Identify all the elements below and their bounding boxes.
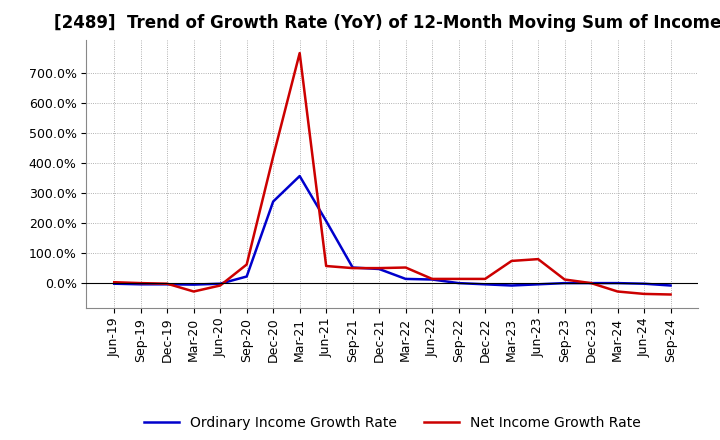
- Ordinary Income Growth Rate: [110, 281, 119, 286]
- Ordinary Income Growth Rate: [428, 277, 436, 282]
- Ordinary Income Growth Rate: [269, 199, 277, 204]
- Net Income Growth Rate: [587, 280, 595, 286]
- Ordinary Income Growth Rate: [587, 280, 595, 286]
- Net Income Growth Rate: [481, 276, 490, 282]
- Ordinary Income Growth Rate: [666, 283, 675, 288]
- Net Income Growth Rate: [322, 264, 330, 269]
- Ordinary Income Growth Rate: [481, 282, 490, 287]
- Net Income Growth Rate: [428, 276, 436, 282]
- Net Income Growth Rate: [216, 283, 225, 288]
- Ordinary Income Growth Rate: [216, 281, 225, 286]
- Ordinary Income Growth Rate: [560, 280, 569, 286]
- Ordinary Income Growth Rate: [295, 173, 304, 179]
- Line: Ordinary Income Growth Rate: Ordinary Income Growth Rate: [114, 176, 670, 286]
- Ordinary Income Growth Rate: [243, 274, 251, 279]
- Legend: Ordinary Income Growth Rate, Net Income Growth Rate: Ordinary Income Growth Rate, Net Income …: [138, 410, 647, 435]
- Net Income Growth Rate: [295, 51, 304, 56]
- Net Income Growth Rate: [640, 291, 649, 297]
- Net Income Growth Rate: [613, 289, 622, 294]
- Net Income Growth Rate: [508, 258, 516, 264]
- Ordinary Income Growth Rate: [348, 265, 357, 270]
- Net Income Growth Rate: [666, 292, 675, 297]
- Ordinary Income Growth Rate: [136, 282, 145, 287]
- Line: Net Income Growth Rate: Net Income Growth Rate: [114, 53, 670, 294]
- Ordinary Income Growth Rate: [454, 280, 463, 286]
- Net Income Growth Rate: [348, 265, 357, 271]
- Ordinary Income Growth Rate: [163, 282, 171, 287]
- Net Income Growth Rate: [401, 265, 410, 270]
- Net Income Growth Rate: [534, 257, 542, 262]
- Net Income Growth Rate: [189, 289, 198, 294]
- Ordinary Income Growth Rate: [640, 281, 649, 286]
- Net Income Growth Rate: [163, 281, 171, 286]
- Net Income Growth Rate: [136, 280, 145, 286]
- Title: [2489]  Trend of Growth Rate (YoY) of 12-Month Moving Sum of Incomes: [2489] Trend of Growth Rate (YoY) of 12-…: [54, 15, 720, 33]
- Net Income Growth Rate: [243, 262, 251, 267]
- Net Income Growth Rate: [560, 277, 569, 282]
- Ordinary Income Growth Rate: [534, 282, 542, 287]
- Ordinary Income Growth Rate: [189, 282, 198, 287]
- Net Income Growth Rate: [454, 276, 463, 282]
- Ordinary Income Growth Rate: [401, 276, 410, 282]
- Ordinary Income Growth Rate: [508, 283, 516, 288]
- Net Income Growth Rate: [110, 279, 119, 285]
- Net Income Growth Rate: [269, 154, 277, 159]
- Ordinary Income Growth Rate: [613, 280, 622, 286]
- Ordinary Income Growth Rate: [322, 218, 330, 224]
- Net Income Growth Rate: [375, 265, 384, 271]
- Ordinary Income Growth Rate: [375, 266, 384, 271]
